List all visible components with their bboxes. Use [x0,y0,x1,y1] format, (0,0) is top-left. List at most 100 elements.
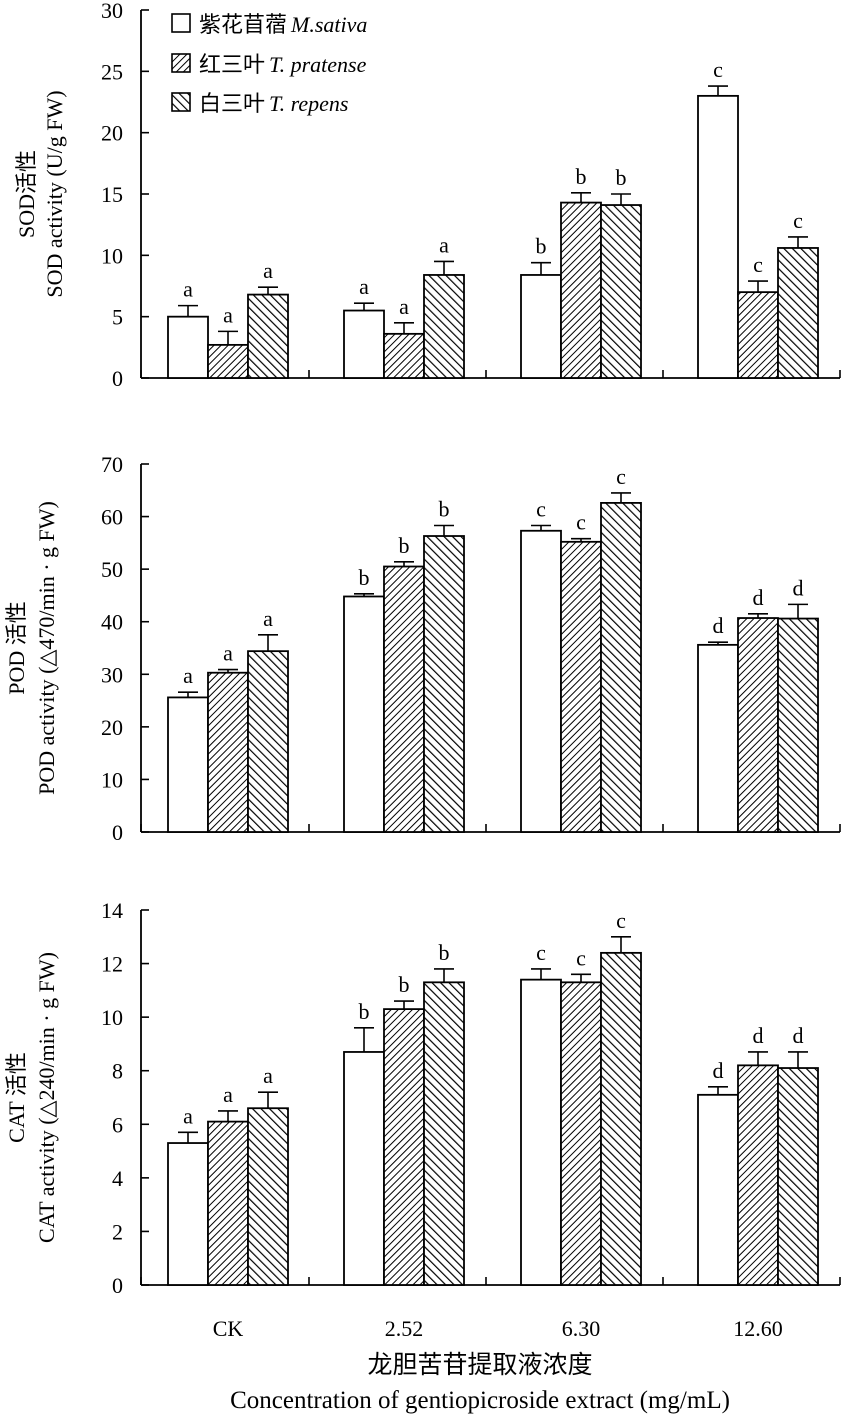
significance-letter: c [576,945,586,970]
y-tick-label: 10 [101,767,123,792]
significance-letter: b [576,164,587,189]
bar-t-pratense-3 [737,617,779,833]
significance-letter: d [753,585,764,610]
y-tick-label: 10 [101,243,123,268]
significance-letter: d [713,613,724,638]
significance-letter: c [713,57,723,82]
y-tick-label: 20 [101,715,123,740]
significance-letter: b [536,234,547,259]
significance-letter: a [359,274,369,299]
pod-y-label-en: POD activity (△470/min · g FW) [34,501,59,795]
significance-letter: a [399,294,409,319]
y-tick-label: 12 [101,952,123,977]
bar-t-repens-3 [777,247,819,379]
significance-letter: c [536,940,546,965]
significance-letter: a [263,1063,273,1088]
bar-t-repens-3 [777,1067,819,1286]
significance-letter: d [713,1058,724,1083]
bar-t-repens-2 [600,502,642,833]
bar-t-pratense-3 [737,291,779,379]
significance-letter: b [359,999,370,1024]
y-tick-label: 40 [101,610,123,635]
sod-y-label-cn: SOD活性 [14,150,39,238]
legend-item-t-pratense: 红三叶 T. pratense [171,52,367,77]
significance-letter: b [399,972,410,997]
bar-t-pratense-1 [383,1008,425,1286]
significance-letter: a [183,1103,193,1128]
bar-m-sativa-0 [167,315,209,379]
significance-letter: a [183,663,193,688]
significance-letter: a [223,641,233,666]
x-tick-label: 6.30 [562,1316,601,1341]
bar-m-sativa-1 [343,309,385,379]
bar-m-sativa-3 [697,1093,739,1286]
pod-panel: 0 10 20 30 40 50 60 70 POD 活性 POD activity (△470/… [4,452,841,845]
significance-letter: a [183,277,193,302]
bar-t-pratense-1 [383,332,425,379]
bar-t-repens-2 [600,204,642,379]
bar-t-pratense-0 [207,671,249,833]
y-tick-label: 8 [112,1059,123,1084]
legend-item-m-sativa: 紫花苜蓿 M.sativa [171,12,367,37]
bar-t-repens-3 [777,617,819,833]
bar-t-pratense-0 [207,343,249,379]
x-tick-label: 12.60 [733,1316,783,1341]
bar-m-sativa-1 [343,595,385,833]
bar-m-sativa-3 [697,94,739,379]
x-tick-label: 2.52 [385,1316,424,1341]
significance-letter: a [223,1082,233,1107]
significance-letter: a [263,606,273,631]
significance-letter: c [793,208,803,233]
bar-m-sativa-1 [343,1051,385,1286]
bar-t-pratense-0 [207,1120,249,1286]
significance-letter: b [359,565,370,590]
legend-label-m-sativa: 紫花苜蓿 M.sativa [199,12,367,37]
y-tick-label: 0 [112,1273,123,1298]
y-tick-label: 6 [112,1112,123,1137]
significance-letter: b [439,497,450,522]
significance-letter: c [576,510,586,535]
y-tick-label: 2 [112,1219,123,1244]
sod-panel: 0 5 10 15 20 25 30 SOD活性 SOD activity (U/g FW) a a… [14,0,841,391]
legend-swatch-t-pratense [171,53,191,73]
significance-letter: d [753,1023,764,1048]
x-axis-title-cn: 龙胆苦苷提取液浓度 [367,1351,592,1379]
y-tick-label: 50 [101,557,123,582]
y-tick-label: 4 [112,1166,123,1191]
significance-letter: b [439,940,450,965]
bar-m-sativa-2 [520,529,562,833]
bar-t-repens-2 [600,951,642,1286]
significance-letter: a [439,232,449,257]
y-tick-label: 20 [101,121,123,146]
y-tick-label: 30 [101,0,123,23]
pod-y-label-cn: POD 活性 [4,601,29,695]
legend-item-t-repens: 白三叶 T. repens [171,91,348,116]
significance-letter: c [753,252,763,277]
legend-swatch-t-repens [171,92,191,112]
legend-label-t-repens: 白三叶 T. repens [199,91,348,116]
bar-m-sativa-3 [697,643,739,833]
bar-t-pratense-3 [737,1064,779,1286]
y-tick-label: 15 [101,182,123,207]
y-tick-label: 0 [112,366,123,391]
y-tick-label: 25 [101,59,123,84]
significance-letter: d [793,1023,804,1048]
y-tick-label: 5 [112,305,123,330]
bar-t-pratense-2 [560,201,602,379]
bar-t-pratense-2 [560,540,602,833]
y-tick-label: 14 [101,898,123,923]
cat-panel: 0 2 4 6 8 10 12 14 CAT 活性 CAT activity (△240/min … [4,898,841,1341]
bar-t-repens-0 [247,293,289,379]
significance-letter: a [223,302,233,327]
significance-letter: c [616,908,626,933]
sod-y-label-en: SOD activity (U/g FW) [42,90,67,297]
bar-t-repens-0 [247,650,289,833]
bar-t-repens-1 [423,274,465,379]
bar-t-repens-1 [423,981,465,1286]
y-tick-label: 10 [101,1005,123,1030]
bar-m-sativa-2 [520,274,562,379]
cat-y-label-en: CAT activity (△240/min · g FW) [34,952,59,1243]
bar-m-sativa-0 [167,1142,209,1286]
